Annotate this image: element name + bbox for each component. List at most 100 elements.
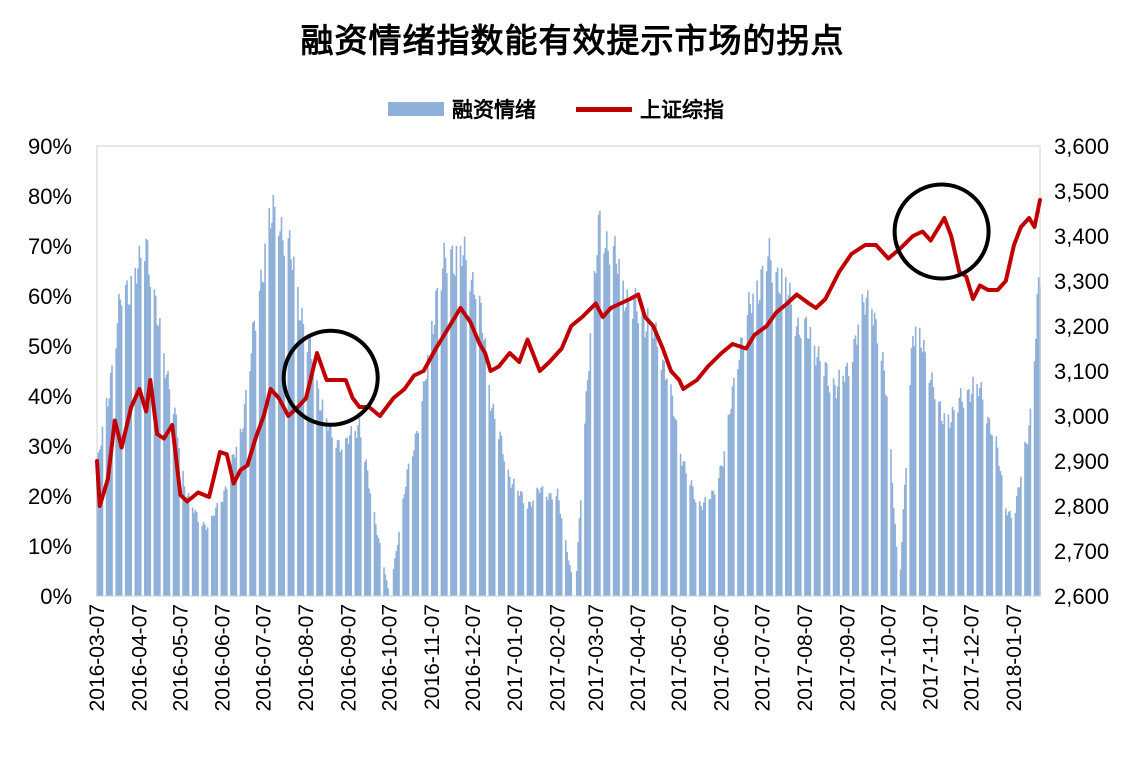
sentiment-bar xyxy=(746,314,749,596)
sentiment-bar xyxy=(733,377,735,596)
sentiment-bar xyxy=(642,314,645,596)
sentiment-bar xyxy=(470,279,473,596)
sentiment-bar xyxy=(674,418,676,596)
sentiment-bar xyxy=(790,304,793,596)
sentiment-bar xyxy=(634,288,637,596)
sentiment-bar xyxy=(135,283,138,596)
sentiment-bar xyxy=(787,295,790,596)
sentiment-bar xyxy=(185,497,187,596)
sentiment-bar xyxy=(373,511,376,596)
sentiment-bar xyxy=(260,269,262,596)
sentiment-bar xyxy=(709,498,712,596)
sentiment-bar xyxy=(938,401,940,596)
sentiment-bar xyxy=(759,299,761,596)
sentiment-bar xyxy=(951,406,954,596)
sentiment-bar xyxy=(1025,443,1028,596)
sentiment-bar xyxy=(129,304,131,596)
sentiment-bar xyxy=(100,445,102,596)
sentiment-bar xyxy=(578,518,581,596)
sentiment-bar xyxy=(532,500,534,596)
sentiment-bar xyxy=(392,569,395,596)
x-tick-label: 2017-08-07 xyxy=(794,604,817,711)
x-tick-label: 2017-03-07 xyxy=(585,604,608,711)
sentiment-bar xyxy=(828,392,831,596)
sentiment-bar xyxy=(148,274,150,596)
sentiment-bar xyxy=(309,334,311,596)
sentiment-bar xyxy=(528,501,530,596)
sentiment-bar xyxy=(1018,487,1021,596)
sentiment-bar xyxy=(808,338,810,596)
sentiment-bar xyxy=(612,246,615,596)
sentiment-bar xyxy=(843,381,846,596)
sentiment-bar xyxy=(489,410,492,596)
sentiment-bar xyxy=(115,348,117,596)
sentiment-bar xyxy=(589,333,592,596)
sentiment-bar xyxy=(985,423,988,596)
x-tick-label: 2017-09-07 xyxy=(836,604,859,711)
sentiment-bar xyxy=(344,438,347,596)
sentiment-bar xyxy=(910,347,913,596)
sentiment-bar xyxy=(108,398,111,596)
sentiment-bar xyxy=(441,268,444,596)
sentiment-bar xyxy=(872,325,875,596)
y-right-tick-label: 3,400 xyxy=(1054,224,1109,249)
sentiment-bar xyxy=(853,339,855,596)
sentiment-bar xyxy=(541,486,544,596)
sentiment-bar xyxy=(164,378,167,596)
sentiment-bar xyxy=(223,490,225,596)
sentiment-bar xyxy=(521,492,523,596)
sentiment-bar xyxy=(176,437,179,596)
sentiment-bar xyxy=(933,399,936,596)
sentiment-bar xyxy=(249,371,251,596)
sentiment-bar xyxy=(596,255,598,596)
sentiment-bar xyxy=(720,465,723,596)
sentiment-bar xyxy=(109,372,112,596)
x-tick-label: 2017-01-07 xyxy=(504,604,527,711)
sentiment-bar xyxy=(452,273,455,596)
sentiment-bar xyxy=(272,194,275,597)
x-tick-label: 2017-04-07 xyxy=(627,604,650,711)
sentiment-bar xyxy=(444,257,447,596)
sentiment-bar xyxy=(498,439,500,596)
sentiment-bar xyxy=(819,361,821,596)
sentiment-bar xyxy=(242,428,245,596)
sentiment-bar xyxy=(193,512,195,596)
legend-item-index: 上证综指 xyxy=(576,94,724,124)
sentiment-bar xyxy=(425,378,428,596)
sentiment-bar xyxy=(1037,277,1040,596)
sentiment-bar xyxy=(835,398,838,596)
sentiment-bar xyxy=(116,323,119,596)
sentiment-bar xyxy=(463,236,466,596)
sentiment-bar xyxy=(187,493,190,596)
sentiment-bar xyxy=(201,525,204,596)
sentiment-bar xyxy=(369,493,372,596)
sentiment-bar xyxy=(756,280,758,596)
sentiment-bar xyxy=(130,275,132,596)
sentiment-bar xyxy=(748,292,750,596)
sentiment-bar xyxy=(785,277,787,596)
sentiment-bar xyxy=(1029,408,1032,596)
x-tick-label: 2016-10-07 xyxy=(379,604,402,711)
sentiment-bar xyxy=(979,388,981,596)
sentiment-bar xyxy=(558,500,560,596)
legend-swatch-bar xyxy=(388,102,444,116)
y-right-tick-label: 3,200 xyxy=(1054,314,1109,339)
sentiment-bar xyxy=(146,240,149,597)
sentiment-bar xyxy=(618,258,620,596)
sentiment-bar xyxy=(798,334,801,596)
sentiment-bar xyxy=(970,394,973,596)
sentiment-bar xyxy=(597,214,600,596)
sentiment-bar xyxy=(815,365,817,596)
sentiment-bar xyxy=(416,431,418,596)
x-tick-label: 2016-06-07 xyxy=(212,604,235,711)
sentiment-bar xyxy=(405,486,407,596)
sentiment-bar xyxy=(459,245,462,596)
sentiment-bar xyxy=(329,423,332,596)
sentiment-bar xyxy=(846,362,849,596)
sentiment-bar xyxy=(517,490,519,596)
sentiment-bar xyxy=(507,469,510,596)
sentiment-bar xyxy=(220,501,223,596)
legend-swatch-line xyxy=(576,106,632,112)
sentiment-bar xyxy=(165,374,168,596)
sentiment-bar xyxy=(402,498,404,596)
